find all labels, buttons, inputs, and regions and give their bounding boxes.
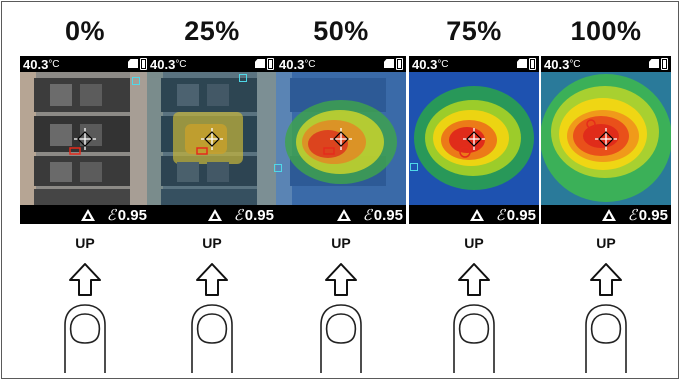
thermal-screen: 40.3°C ℰ 0.95 [20,56,150,224]
thermal-screen: 40.3°C ℰ 0.95 [276,56,406,224]
up-arrow-icon [458,263,490,296]
blend-percent-label: 0% [64,16,106,46]
up-label: UP [596,235,616,251]
finger-press-icon[interactable] [62,303,108,373]
battery-icon [529,58,536,70]
temperature-readout: 40.3°C [279,57,316,72]
sd-card-icon [517,59,527,68]
warning-triangle-icon [81,209,95,221]
camera-image [147,72,277,205]
epsilon-icon: ℰ [106,206,116,224]
sd-card-icon [128,59,138,68]
status-bar: 40.3°C [276,56,406,72]
up-arrow-icon [325,263,357,296]
emissivity-bar: ℰ 0.95 [20,205,150,224]
battery-icon [396,58,403,70]
blend-percent-label: 50% [313,16,369,46]
sd-card-icon [384,59,394,68]
thermal-screen: 40.3°C ℰ 0.95 [541,56,671,224]
temperature-readout: 40.3°C [412,57,449,72]
up-arrow-icon [69,263,101,296]
crosshair-icon [330,128,352,150]
status-bar: 40.3°C [147,56,277,72]
status-bar: 40.3°C [20,56,150,72]
emissivity-readout: ℰ 0.95 [495,206,536,224]
crosshair-icon [201,128,223,150]
epsilon-icon: ℰ [233,206,243,224]
up-label: UP [75,235,95,251]
panel-25: 25% 40.3°C [147,0,277,380]
up-arrow-icon [196,263,228,296]
emissivity-bar: ℰ 0.95 [409,205,539,224]
up-label: UP [202,235,222,251]
temperature-readout: 40.3°C [150,57,187,72]
emissivity-readout: ℰ 0.95 [233,206,274,224]
battery-icon [140,58,147,70]
emissivity-readout: ℰ 0.95 [627,206,668,224]
blend-percent-label: 75% [446,16,502,46]
up-label: UP [331,235,351,251]
epsilon-icon: ℰ [362,206,372,224]
battery-icon [267,58,274,70]
finger-press-icon[interactable] [451,303,497,373]
status-bar: 40.3°C [409,56,539,72]
thermal-screen: 40.3°C ℰ 0.95 [409,56,539,224]
finger-press-icon[interactable] [189,303,235,373]
panel-50: 50% 40.3°C ℰ 0.95 [274,0,406,380]
temperature-readout: 40.3°C [23,57,60,72]
warning-triangle-icon [602,209,616,221]
warning-triangle-icon [470,209,484,221]
sd-card-icon [255,59,265,68]
thermal-screen: 40.3°C ℰ 0.95 [147,56,277,224]
camera-image [541,72,671,205]
finger-press-icon[interactable] [318,303,364,373]
cyan-marker [132,77,140,85]
epsilon-icon: ℰ [495,206,505,224]
crosshair-icon [74,128,96,150]
finger-press-icon[interactable] [583,303,629,373]
emissivity-bar: ℰ 0.95 [147,205,277,224]
cyan-marker [410,163,418,171]
epsilon-icon: ℰ [627,206,637,224]
panel-75: 75% 40.3°C ℰ 0.95 [409,0,539,380]
up-arrow-icon [590,263,622,296]
cyan-marker [239,74,247,82]
temperature-readout: 40.3°C [544,57,581,72]
blend-percent-label: 25% [184,16,240,46]
crosshair-icon [463,128,485,150]
status-bar: 40.3°C [541,56,671,72]
warning-triangle-icon [208,209,222,221]
emissivity-bar: ℰ 0.95 [276,205,406,224]
battery-icon [661,58,668,70]
emissivity-readout: ℰ 0.95 [106,206,147,224]
warning-triangle-icon [337,209,351,221]
cyan-marker [274,164,282,172]
blend-percent-label: 100% [570,16,642,46]
panel-100: 100% 40.3°C ℰ 0.95 [541,0,671,380]
up-label: UP [464,235,484,251]
emissivity-bar: ℰ 0.95 [541,205,671,224]
panel-0: 0% 40.3°C [20,0,150,380]
sd-card-icon [649,59,659,68]
emissivity-readout: ℰ 0.95 [362,206,403,224]
crosshair-icon [595,128,617,150]
